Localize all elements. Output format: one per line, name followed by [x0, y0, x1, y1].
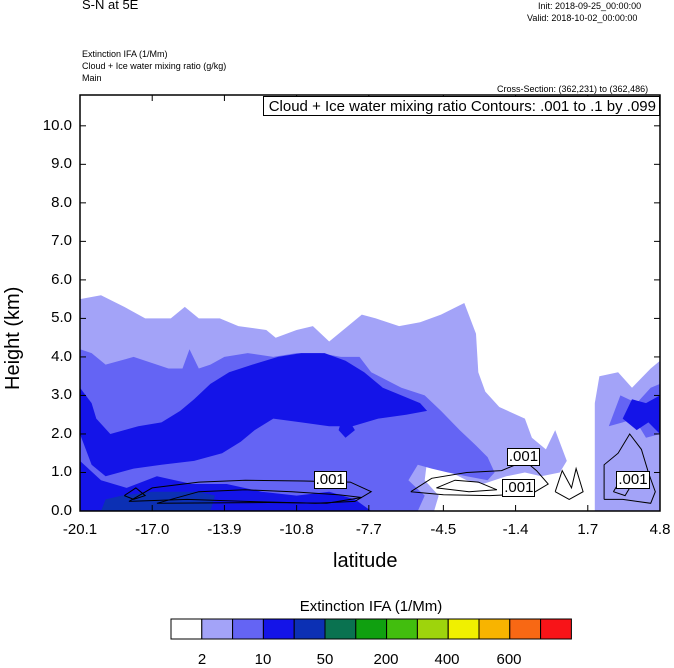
y-tick-label: 0.0 [51, 502, 72, 519]
contour-label: .001 [506, 448, 541, 467]
colorbar-swatch [478, 618, 511, 640]
x-tick-label: -13.9 [207, 521, 242, 538]
field-label-main: Main [82, 73, 102, 83]
x-axis-label: latitude [333, 550, 398, 572]
y-tick-label: 1.0 [51, 463, 72, 481]
cross-section-label: Cross-Section: (362,231) to (362,486) [497, 84, 649, 94]
colorbar-swatch [509, 618, 542, 640]
colorbar-swatch [293, 618, 326, 640]
plot-title: S-N at 5E [82, 0, 139, 12]
x-tick-label: -10.8 [279, 521, 314, 538]
y-axis-label: Height (km) [2, 286, 24, 390]
extinction-region-10-50 [338, 422, 355, 438]
colorbar-label: 10 [254, 651, 272, 668]
mixing-ratio-contour [128, 479, 373, 504]
mixing-ratio-contour [156, 489, 362, 504]
colorbar-swatch [324, 618, 357, 640]
contour-label: .001 [616, 471, 650, 490]
y-tick-label: 7.0 [51, 232, 72, 250]
colorbar-swatch [355, 618, 388, 640]
colorbar-label: 600 [496, 651, 522, 668]
x-tick-label: 1.7 [577, 521, 599, 538]
colorbar-label: 50 [316, 651, 334, 668]
init-time: Init: 2018-09-25_00:00:00 [538, 1, 642, 11]
colorbar-label: 400 [434, 651, 460, 668]
y-tick-label: 5.0 [51, 309, 72, 327]
mixing-ratio-contour [410, 460, 549, 497]
plot-frame [79, 94, 661, 512]
field-label-mixing-ratio: Cloud + Ice water mixing ratio (g/kg) [82, 61, 227, 71]
colorbar-swatch [447, 618, 480, 640]
colorbar-label: 2 [197, 651, 207, 668]
y-tick-label: 4.0 [51, 347, 72, 365]
extinction-region-5-10 [80, 349, 495, 511]
mixing-ratio-contour [124, 487, 147, 500]
x-tick-label: -20.1 [62, 521, 98, 538]
colorbar-title: Extinction IFA (1/Mm) [299, 598, 443, 615]
extinction-region-50-100 [101, 491, 216, 511]
colorbar-swatch [201, 618, 234, 640]
x-tick-label: -17.0 [135, 521, 170, 538]
mixing-ratio-contour [554, 466, 584, 500]
y-tick-label: 3.0 [51, 386, 72, 404]
colorbar-swatch [416, 618, 449, 640]
mixing-ratio-contour [603, 433, 656, 504]
colorbar-swatch [262, 618, 295, 640]
colorbar-swatch [540, 618, 572, 640]
field-label-extinction: Extinction IFA (1/Mm) [82, 49, 168, 59]
extinction-region-10-50 [622, 395, 660, 434]
y-tick-label: 10.0 [42, 116, 72, 134]
colorbar-label: 200 [373, 651, 399, 668]
contour-label: .001 [313, 471, 347, 490]
x-tick-label: -7.7 [355, 521, 382, 538]
y-tick-label: 9.0 [51, 155, 72, 173]
x-tick-label: -1.4 [502, 521, 529, 538]
y-tick-label: 6.0 [51, 270, 72, 288]
y-tick-label: 2.0 [51, 424, 72, 442]
colorbar-swatch [170, 618, 203, 640]
x-tick-label: -4.5 [430, 521, 457, 538]
x-tick-label: 4.8 [649, 521, 671, 538]
contour-label: .001 [502, 478, 536, 497]
y-tick-label: 8.0 [51, 193, 72, 211]
colorbar-swatch [386, 618, 418, 640]
colorbar-swatch [232, 618, 264, 640]
extinction-region-10-50 [80, 353, 428, 477]
valid-time: Valid: 2018-10-02_00:00:00 [527, 13, 638, 23]
mixing-ratio-contour [436, 479, 498, 493]
contour-info-box: Cloud + Ice water mixing ratio Contours:… [262, 96, 660, 116]
